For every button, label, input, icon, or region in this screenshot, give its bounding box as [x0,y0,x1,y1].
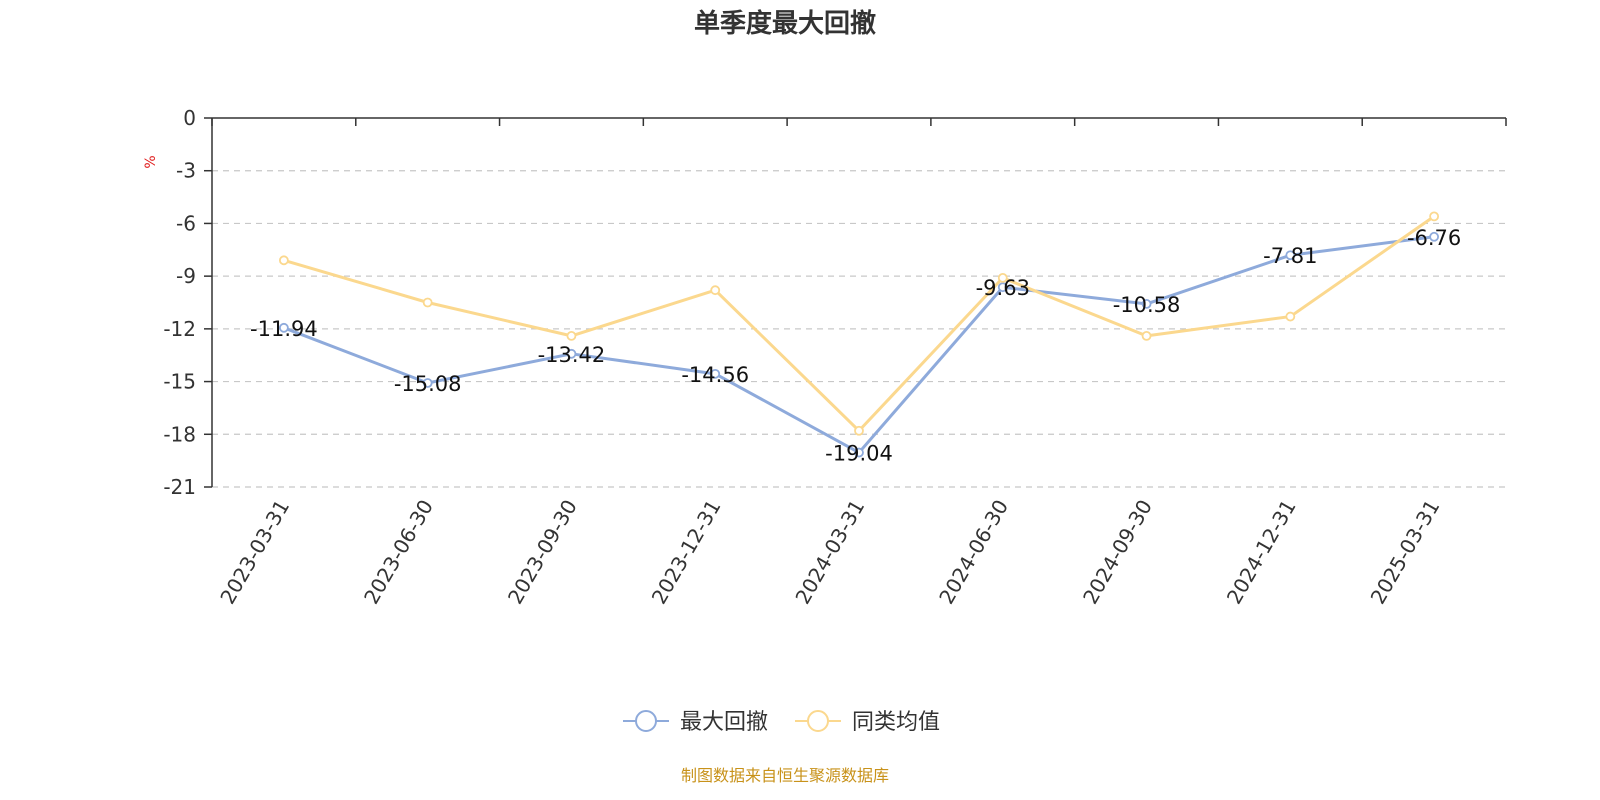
y-tick-label: -18 [163,422,196,446]
data-point [1141,330,1152,341]
legend-item[interactable]: 最大回撤 [623,710,768,735]
y-axis-unit: % [143,155,159,168]
data-point [1285,250,1296,261]
y-tick-label: 0 [183,106,196,130]
series-line-1 [283,235,1435,455]
x-tick-label: 2023-09-30 [503,496,582,609]
y-tick-label: -15 [163,370,196,394]
data-point [278,322,289,333]
legend-item[interactable]: 同类均值 [795,710,940,735]
series-line-2 [283,215,1435,433]
x-tick-label: 2023-12-31 [647,496,726,609]
data-point [1285,311,1296,322]
x-tick-label: 2024-03-31 [790,496,869,609]
y-tick-label: -12 [163,317,196,341]
series-layer [278,211,1440,458]
data-label: -6.76 [1407,226,1461,250]
data-point [566,348,577,359]
data-point [566,330,577,341]
data-point [422,378,433,388]
data-label: -7.81 [1263,244,1317,268]
y-tick-label: -9 [176,264,196,288]
y-tick-label: -3 [176,159,196,183]
legend-label: 最大回撤 [680,710,768,735]
x-tick-label: 2024-12-31 [1222,496,1301,609]
legend-label: 同类均值 [852,710,940,735]
data-point [997,282,1008,293]
data-point [1429,231,1440,242]
legend-swatch-marker [807,710,829,732]
data-point [710,368,721,379]
data-point [1429,211,1440,222]
data-label: -14.56 [681,363,749,387]
data-point [854,447,864,458]
legend[interactable]: 最大回撤 同类均值 [623,710,940,735]
legend-swatch-marker [635,710,657,732]
axes: 0 -3 -6 -9 -12 -15 -18 -21 2023-03-31 2023-06-30 2… [163,106,1507,609]
data-label: -10.58 [1113,293,1181,317]
x-tick-label: 2023-06-30 [359,496,438,609]
data-label: -11.94 [250,317,318,341]
data-label: -9.63 [976,276,1030,300]
data-label: -19.04 [825,442,893,466]
grid-lines [212,170,1506,488]
data-point [854,425,864,436]
x-tick-label: 2023-03-31 [215,496,294,609]
data-label: -13.42 [538,343,606,367]
x-tick-label: 2025-03-31 [1366,496,1445,609]
chart-title: 单季度最大回撤 [694,8,876,39]
data-labels: -11.94 -15.08 -13.42 -14.56 -19.04 -9.63 -10.5… [250,226,1461,466]
data-point [710,285,721,296]
data-point [278,255,289,266]
data-point [422,297,433,308]
data-point [997,272,1008,283]
data-label: -15.08 [394,372,462,396]
y-tick-label: -21 [163,475,196,499]
data-source-note: 制图数据来自恒生聚源数据库 [681,766,889,785]
data-point [1141,299,1152,309]
x-tick-label: 2024-06-30 [934,496,1013,609]
x-tick-label: 2024-09-30 [1078,496,1157,609]
y-tick-label: -6 [176,211,196,235]
